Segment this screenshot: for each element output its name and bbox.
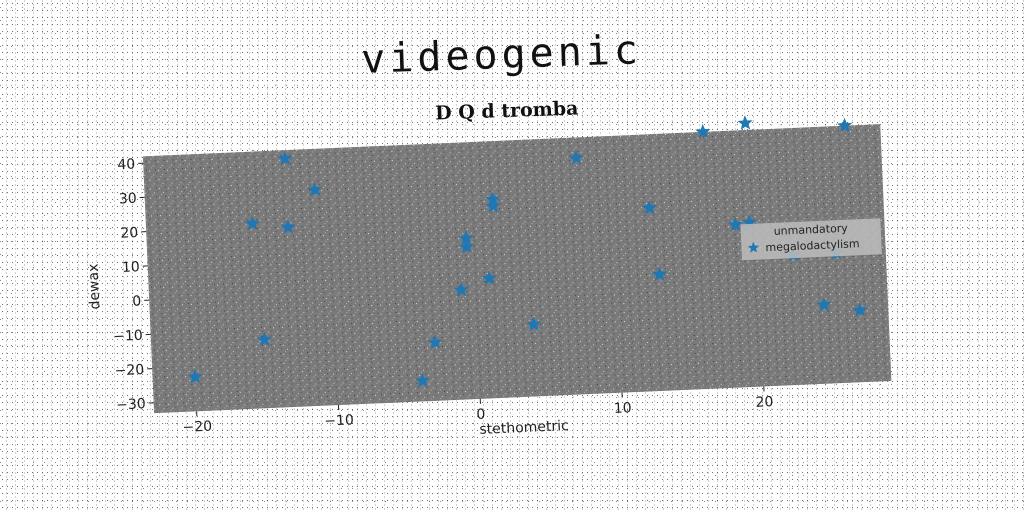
scatter-point-star-icon (414, 372, 431, 388)
y-tick-label: 30 (119, 191, 138, 208)
scatter-point-star-icon (307, 182, 323, 197)
scatter-point-star-icon (244, 215, 260, 231)
legend-marker-star-icon (747, 241, 760, 253)
scatter-point-star-icon (837, 117, 853, 133)
legend: unmandatory megalodactylism (740, 218, 882, 261)
scatter-point-star-icon (187, 369, 203, 384)
y-tick-label: 10 (122, 259, 141, 276)
y-tick-label: 0 (132, 293, 142, 309)
scatter-point-star-icon (568, 150, 584, 165)
legend-entry-label: megalodactylism (765, 237, 860, 254)
scatter-point-star-icon (453, 281, 469, 297)
scatter-point-star-icon (427, 334, 443, 350)
y-tick-label: −20 (114, 362, 144, 379)
scatter-point-star-icon (277, 150, 293, 166)
x-tick-label: 20 (755, 394, 774, 411)
scatter-point-star-icon (280, 219, 296, 234)
x-axis: −20 −10 0 10 20 (182, 386, 774, 436)
scatter-point-star-icon (651, 266, 667, 282)
y-tick-label: −30 (116, 396, 146, 413)
y-tick-label: 20 (120, 225, 139, 242)
scatter-point-star-icon (816, 296, 832, 312)
y-axis-label: dewax (86, 263, 104, 309)
plot-background (142, 124, 892, 414)
y-tick-label: 40 (117, 157, 136, 174)
scatter-point-star-icon (481, 270, 497, 286)
x-tick-label: 0 (476, 407, 486, 423)
chart-suptitle: videogenic (360, 27, 642, 83)
plot-area: −20 −10 0 10 20 −30 −20 −10 0 10 20 30 40 unmandato… (86, 115, 892, 438)
x-axis-label: stethometric (479, 418, 569, 438)
scatter-point-star-icon (526, 316, 542, 332)
y-axis: −30 −20 −10 0 10 20 30 40 (113, 157, 154, 413)
x-tick-label: −10 (324, 412, 354, 429)
scatter-point-star-icon (458, 230, 474, 245)
x-tick-label: 10 (613, 400, 632, 417)
scatter-point-star-icon (458, 238, 474, 254)
scatter-point-star-icon (641, 199, 657, 215)
y-tick-label: −10 (113, 328, 143, 345)
scatter-point-star-icon (695, 123, 711, 139)
scatter-point-star-icon (727, 216, 743, 232)
x-tick-label: −20 (182, 419, 212, 436)
legend-box (740, 218, 882, 261)
chart-title: D Q d tromba (435, 98, 579, 125)
scatter-point-star-icon (737, 115, 753, 130)
legend-title: unmandatory (773, 222, 848, 238)
scatter-point-star-icon (256, 331, 273, 347)
scatter-point-star-icon (485, 198, 501, 213)
scatter-point-star-icon (852, 302, 868, 317)
